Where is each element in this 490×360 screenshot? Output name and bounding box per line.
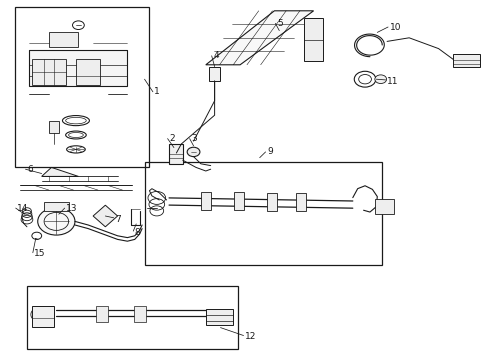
Text: 15: 15 (34, 249, 46, 258)
Bar (453, 54, 480, 67)
Text: 6: 6 (27, 165, 33, 174)
Text: 8: 8 (135, 228, 141, 237)
Bar (145, 162, 382, 265)
Polygon shape (206, 11, 314, 65)
Bar (76, 59, 100, 85)
Bar (304, 18, 323, 61)
Text: 4: 4 (213, 51, 219, 60)
Circle shape (38, 208, 75, 235)
Text: 12: 12 (245, 332, 256, 341)
Text: 7: 7 (115, 215, 121, 224)
Bar (209, 67, 220, 81)
Bar (32, 306, 54, 327)
Bar (29, 50, 127, 86)
Text: 3: 3 (191, 134, 197, 143)
Bar (134, 306, 146, 322)
Text: 10: 10 (390, 22, 401, 31)
Text: 13: 13 (66, 204, 77, 213)
Bar (32, 59, 66, 85)
Text: 1: 1 (154, 87, 160, 96)
Bar (234, 192, 244, 210)
Bar (375, 199, 394, 214)
Bar (201, 192, 211, 210)
Polygon shape (93, 205, 118, 227)
Circle shape (375, 75, 387, 84)
Text: 2: 2 (169, 134, 174, 143)
Bar (169, 144, 183, 164)
Bar (49, 121, 59, 133)
Circle shape (187, 147, 200, 157)
Bar (267, 193, 277, 211)
Text: 11: 11 (387, 77, 398, 85)
Bar (15, 7, 149, 167)
Bar (27, 286, 238, 349)
Bar (44, 202, 69, 211)
Text: 9: 9 (267, 147, 273, 156)
Text: 5: 5 (277, 19, 283, 28)
Text: 14: 14 (17, 204, 28, 213)
Bar (206, 309, 233, 325)
Bar (296, 193, 306, 211)
Bar (96, 306, 108, 322)
Polygon shape (42, 167, 78, 176)
Bar (49, 32, 78, 47)
